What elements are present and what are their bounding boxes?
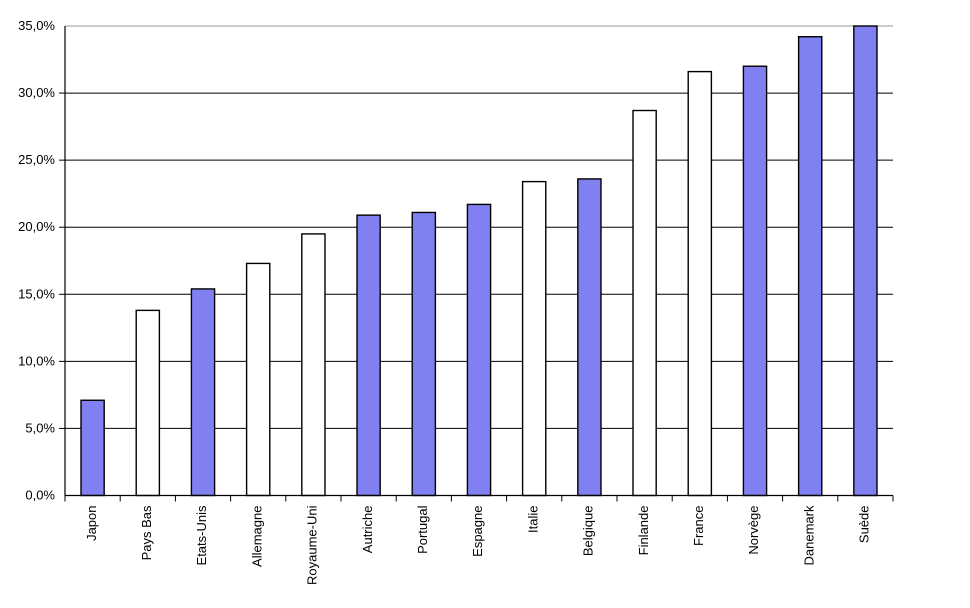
svg-text:30,0%: 30,0% (18, 85, 55, 100)
svg-text:Italie: Italie (525, 506, 540, 533)
svg-text:10,0%: 10,0% (18, 353, 55, 368)
svg-text:Etats-Unis: Etats-Unis (194, 505, 209, 565)
svg-text:Finlande: Finlande (636, 506, 651, 556)
svg-text:5,0%: 5,0% (25, 420, 55, 435)
svg-text:35,0%: 35,0% (18, 18, 55, 33)
svg-text:Belgique: Belgique (581, 506, 596, 557)
svg-text:France: France (691, 506, 706, 546)
svg-text:Pays Bas: Pays Bas (139, 505, 154, 560)
svg-text:25,0%: 25,0% (18, 152, 55, 167)
svg-text:Royaume-Uni: Royaume-Uni (305, 505, 320, 585)
svg-text:Danemark: Danemark (801, 505, 816, 565)
svg-text:Japon: Japon (84, 506, 99, 541)
svg-text:Norvège: Norvège (746, 506, 761, 555)
svg-text:Espagne: Espagne (470, 506, 485, 557)
svg-text:Allemagne: Allemagne (249, 506, 264, 567)
svg-text:15,0%: 15,0% (18, 286, 55, 301)
svg-text:Suède: Suède (857, 506, 872, 544)
svg-text:0,0%: 0,0% (25, 488, 55, 503)
svg-text:Autriche: Autriche (360, 506, 375, 554)
svg-text:Portugal: Portugal (415, 505, 430, 554)
svg-text:20,0%: 20,0% (18, 219, 55, 234)
